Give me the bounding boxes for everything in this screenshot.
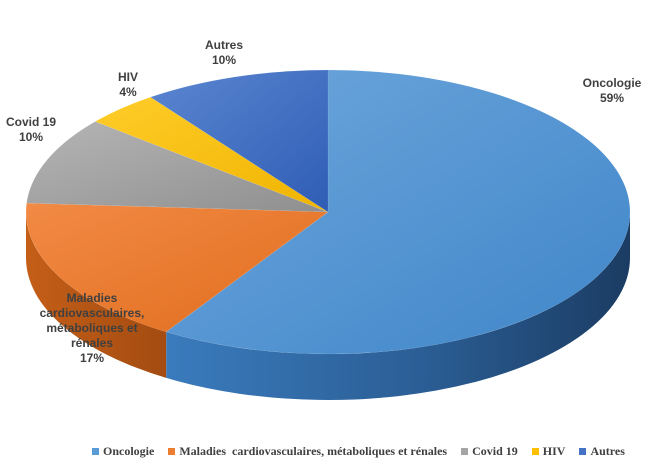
data-label-maladies-cardiovasculaires-m-taboliques-et-r-nales: Maladies cardiovasculaires, métaboliques e… <box>38 291 146 366</box>
legend-label: Autres <box>590 444 625 458</box>
data-label-percent: 10% <box>18 130 44 144</box>
legend-item: Autres <box>579 444 625 459</box>
pie-side-oncologie <box>166 212 630 400</box>
data-label-name-line: Autres <box>204 38 243 52</box>
data-label-percent: 10% <box>211 53 237 67</box>
legend-swatch <box>461 448 469 455</box>
data-label-name-line: métaboliques et <box>46 321 138 335</box>
data-label-oncologie: Oncologie 59% <box>572 76 652 106</box>
data-label-hiv: HIV 4% <box>110 70 146 100</box>
data-label-name-line: Oncologie <box>582 76 642 90</box>
data-label-autres: Autres 10% <box>196 38 252 68</box>
legend-item: HIV <box>531 444 566 459</box>
legend-label: Covid 19 <box>472 444 518 458</box>
legend-swatch <box>579 448 587 455</box>
data-label-name-line: cardiovasculaires, <box>39 306 145 320</box>
legend-item: Maladies cardiovasculaires, métaboliques… <box>168 444 447 459</box>
legend-swatch <box>168 448 176 455</box>
data-label-name-line: Maladies <box>66 291 118 305</box>
pie-slice-oncologie <box>165 69 631 355</box>
legend-label: Maladies cardiovasculaires, métaboliques… <box>179 444 448 458</box>
pie-slice-hiv <box>94 96 329 213</box>
pie-sides <box>26 212 630 400</box>
legend-label: HIV <box>542 444 566 458</box>
legend-swatch <box>531 448 539 455</box>
data-label-percent: 17% <box>79 351 105 365</box>
legend-label: Oncologie <box>103 444 155 458</box>
data-label-percent: 59% <box>599 91 625 105</box>
data-label-name-line: Covid 19 <box>5 115 56 129</box>
data-label-name-line: HIV <box>117 70 138 84</box>
data-label-name-line: rénales <box>70 336 114 350</box>
pie-slice-maladies-cardiovasculaires-m-taboliques-et-r-nales <box>25 202 329 333</box>
pie-slice-covid-19 <box>26 121 329 213</box>
legend-item: Oncologie <box>92 444 154 459</box>
pie-side-maladies-cardiovasculaires-m-taboliques-et-r-nales <box>26 212 167 378</box>
legend: Oncologie Maladies cardiovasculaires, mét… <box>92 444 639 459</box>
pie-slice-autres <box>149 69 329 213</box>
legend-swatch <box>92 448 99 455</box>
data-label-percent: 4% <box>119 85 137 99</box>
legend-item: Covid 19 <box>461 444 518 459</box>
pie-top-faces <box>25 69 631 355</box>
data-label-covid-19: Covid 19 10% <box>0 115 62 145</box>
